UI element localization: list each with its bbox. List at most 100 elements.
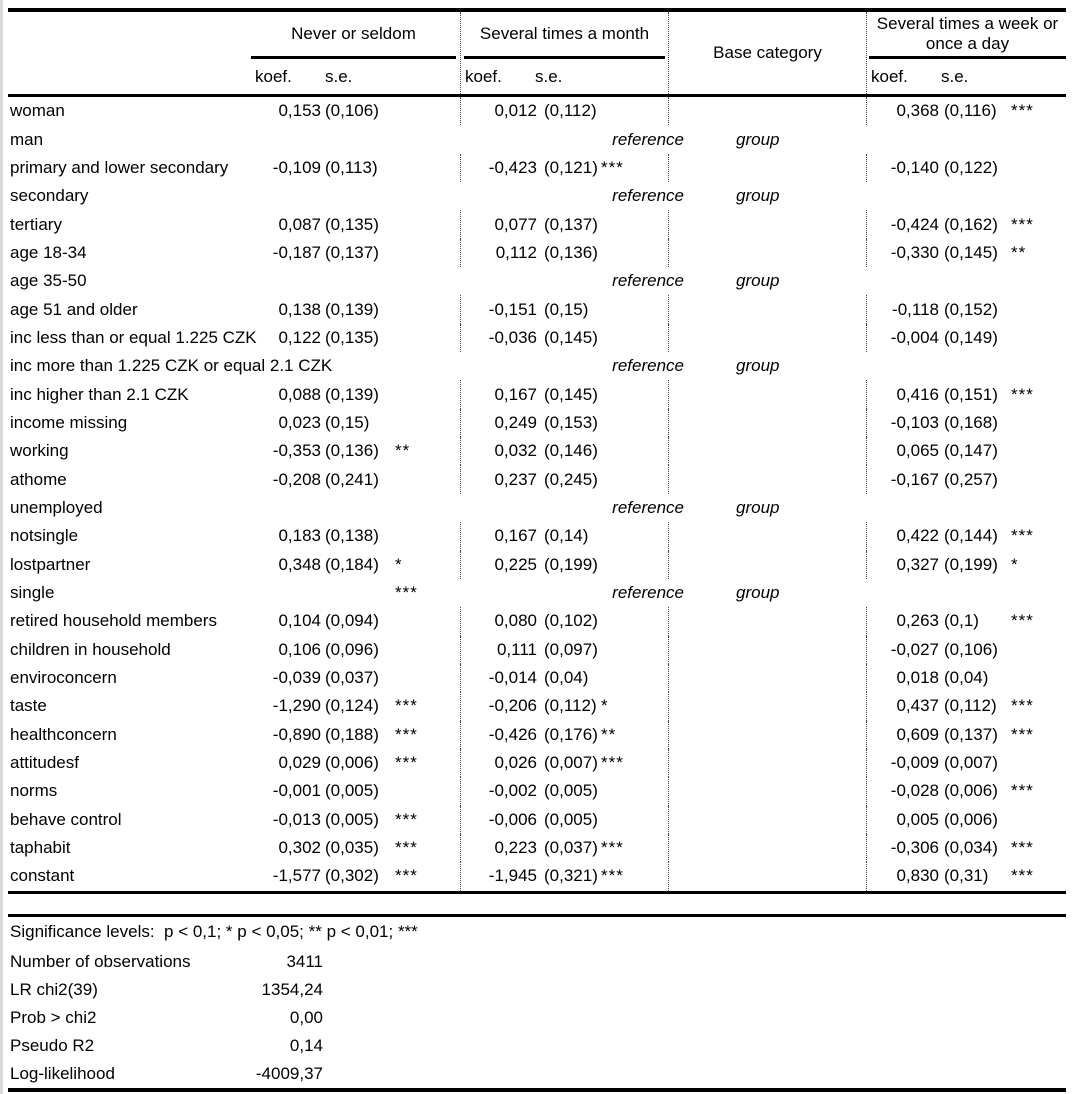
se-value: (0,005)	[544, 781, 598, 801]
cell-several-times-week	[866, 579, 1066, 607]
koef-value: 0,026	[494, 753, 537, 773]
se-value: (0,136)	[544, 242, 598, 262]
se-column-header: s.e.	[941, 66, 969, 86]
cell-never-or-seldom: ***	[251, 579, 460, 607]
se-value: (0,094)	[325, 611, 379, 631]
cell-base-category	[668, 833, 866, 863]
cell-never-or-seldom: -0,109 (0,113)	[251, 154, 460, 182]
cell-never-or-seldom: -0,013 (0,005) ***	[251, 806, 460, 834]
cell-several-times-week: -0,330 (0,145) **	[866, 238, 1066, 268]
cell-several-times-month: reference	[460, 352, 684, 380]
table-row: woman 0,153 (0,106) 0,012 (0,112) 0,368 (0,116…	[8, 97, 1066, 126]
cell-base-category	[668, 323, 866, 353]
cell-base-category: group	[668, 494, 866, 522]
significance-stars: **	[601, 724, 617, 744]
table-row: behave control -0,013 (0,005) *** -0,006 (0,0…	[8, 805, 1066, 834]
koef-value: 0,327	[896, 554, 939, 574]
koef-value: -0,014	[488, 668, 537, 688]
se-value: (0,135)	[325, 214, 379, 234]
koef-value: -1,577	[272, 866, 321, 886]
significance-stars: ***	[1011, 724, 1034, 744]
table-row: constant -1,577 (0,302) *** -1,945 (0,321) ***…	[8, 862, 1066, 891]
table-row: inc more than 1.225 CZK or equal 2.1 CZK…	[8, 352, 1066, 380]
row-label: attitudesf	[10, 753, 79, 773]
se-value: (0,15)	[544, 299, 589, 319]
se-value: (0,113)	[325, 157, 378, 177]
koef-column-header: koef.	[871, 66, 908, 86]
table-row: age 51 and older 0,138 (0,139) -0,151 (0,15)…	[8, 295, 1066, 324]
cell-base-category	[668, 210, 866, 239]
koef-value: -0,423	[488, 157, 537, 177]
row-label-cell: primary and lower secondary	[8, 154, 251, 182]
se-value: (0,257)	[944, 469, 998, 489]
cell-several-times-month: reference	[460, 125, 684, 153]
cell-several-times-week	[866, 125, 1066, 153]
cell-base-category: group	[668, 125, 866, 153]
cell-never-or-seldom: -0,208 (0,241)	[251, 465, 460, 493]
cell-several-times-week: -0,118 (0,152)	[866, 295, 1066, 324]
se-value: (0,152)	[944, 299, 998, 319]
koef-value: -0,151	[488, 299, 537, 319]
cell-never-or-seldom: -0,353 (0,136) **	[251, 437, 460, 465]
significance-stars: ***	[395, 809, 418, 829]
cell-base-category: group	[668, 267, 866, 295]
koef-value: -1,290	[272, 696, 321, 716]
row-label: age 35-50	[10, 271, 87, 291]
cell-several-times-month: 0,012 (0,112)	[460, 97, 668, 126]
cell-several-times-week: 0,263 (0,1) ***	[866, 607, 1066, 636]
stat-row: LR chi2(39) 1354,24	[8, 976, 1066, 1004]
se-value: (0,137)	[325, 242, 379, 262]
koef-value: 0,153	[278, 101, 321, 121]
cell-several-times-week: 0,422 (0,144) ***	[866, 522, 1066, 551]
cell-several-times-month: -0,151 (0,15)	[460, 295, 668, 324]
koef-value: -0,353	[272, 441, 321, 461]
koef-column-header: koef.	[255, 66, 292, 86]
se-value: (0,106)	[325, 101, 379, 121]
cell-several-times-month: 0,026 (0,007) ***	[460, 748, 668, 778]
se-value: (0,112)	[544, 101, 597, 121]
cell-several-times-month: 0,249 (0,153)	[460, 408, 668, 438]
se-value: (0,037)	[325, 668, 379, 688]
se-value: (0,006)	[944, 809, 998, 829]
koef-value: 0,077	[494, 214, 537, 234]
cell-never-or-seldom: 0,029 (0,006) ***	[251, 749, 460, 777]
column-group-title: Several times a week or once a day	[869, 12, 1066, 59]
significance-stars: *	[395, 554, 403, 574]
row-label-cell: attitudesf	[8, 749, 251, 777]
significance-stars: ***	[1011, 214, 1034, 234]
table-row: children in household 0,106 (0,096) 0,111 (0…	[8, 635, 1066, 664]
row-label: norms	[10, 781, 58, 801]
cell-several-times-week: -0,027 (0,106)	[866, 635, 1066, 664]
se-value: (0,112)	[544, 696, 597, 716]
cell-several-times-month: -0,423 (0,121) ***	[460, 153, 668, 183]
reference-label: reference	[612, 356, 684, 376]
row-label-cell: age 51 and older	[8, 295, 251, 323]
koef-value: -0,036	[488, 327, 537, 347]
cell-base-category: group	[668, 579, 866, 607]
significance-stars: ***	[1011, 696, 1034, 716]
se-value: (0,144)	[944, 526, 998, 546]
table-row: working -0,353 (0,136) ** 0,032 (0,146) 0,065(…	[8, 437, 1066, 466]
table-row: secondary reference group	[8, 182, 1066, 210]
cell-base-category	[668, 238, 866, 268]
se-value: (0,138)	[325, 526, 379, 546]
row-label-cell: income missing	[8, 409, 251, 437]
stat-label: Prob > chi2	[10, 1007, 97, 1027]
cell-base-category	[668, 720, 866, 749]
cell-never-or-seldom: -1,290 (0,124) ***	[251, 692, 460, 720]
cell-base-category	[668, 692, 866, 721]
cell-never-or-seldom: 0,104 (0,094)	[251, 607, 460, 635]
significance-stars: ***	[395, 838, 418, 858]
se-value: (0,035)	[325, 838, 379, 858]
header-group-several-times-month: Several times a month koef. s.e.	[460, 12, 668, 94]
se-value: (0,188)	[325, 724, 379, 744]
row-label: behave control	[10, 809, 122, 829]
model-stats: Number of observations 3411 LR chi2(39) 135…	[8, 948, 1066, 1088]
cell-several-times-month: -0,426 (0,176) **	[460, 720, 668, 749]
reference-label: reference	[612, 186, 684, 206]
row-label: inc higher than 2.1 CZK	[10, 384, 189, 404]
stat-label: Pseudo R2	[10, 1035, 95, 1055]
koef-value: 0,032	[494, 441, 537, 461]
stat-label: Number of observations	[10, 951, 191, 971]
row-label: woman	[10, 101, 65, 121]
